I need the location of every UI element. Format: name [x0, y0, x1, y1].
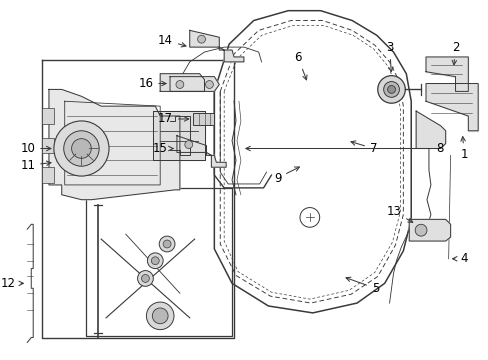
Polygon shape	[415, 111, 445, 148]
Polygon shape	[170, 77, 219, 91]
Text: 17: 17	[158, 112, 188, 126]
Text: 11: 11	[20, 159, 51, 172]
Bar	[42, 167, 54, 183]
Text: 12: 12	[0, 277, 23, 290]
Bar	[42, 108, 54, 124]
Text: 3: 3	[385, 41, 392, 72]
Bar	[42, 138, 54, 153]
Circle shape	[146, 302, 174, 330]
Circle shape	[152, 308, 168, 324]
Text: 13: 13	[386, 205, 412, 222]
Text: 9: 9	[273, 167, 299, 185]
Polygon shape	[177, 136, 225, 167]
Circle shape	[387, 85, 395, 93]
Circle shape	[151, 257, 159, 265]
Circle shape	[71, 139, 91, 158]
Text: 7: 7	[350, 141, 377, 155]
Polygon shape	[153, 111, 204, 160]
Circle shape	[141, 275, 149, 282]
Circle shape	[383, 82, 399, 97]
Circle shape	[197, 35, 205, 43]
Text: 15: 15	[152, 142, 173, 155]
Text: 6: 6	[294, 51, 306, 80]
Circle shape	[414, 224, 426, 236]
Circle shape	[205, 81, 213, 89]
Polygon shape	[425, 57, 468, 91]
Circle shape	[137, 271, 153, 286]
Polygon shape	[408, 219, 449, 241]
Text: 2: 2	[451, 41, 458, 65]
Text: 5: 5	[346, 277, 379, 295]
Polygon shape	[160, 74, 204, 91]
Circle shape	[176, 81, 183, 89]
Circle shape	[159, 236, 175, 252]
Text: 1: 1	[460, 137, 467, 162]
Circle shape	[63, 131, 99, 166]
Text: 16: 16	[138, 77, 166, 90]
Bar	[192, 113, 214, 125]
Text: 8: 8	[245, 142, 442, 155]
Text: 10: 10	[20, 142, 51, 155]
Text: 14: 14	[158, 34, 185, 47]
Circle shape	[54, 121, 109, 176]
Circle shape	[147, 253, 163, 269]
Polygon shape	[425, 84, 477, 131]
Circle shape	[163, 240, 171, 248]
Text: 4: 4	[452, 252, 467, 265]
Circle shape	[184, 141, 192, 148]
Circle shape	[377, 76, 405, 103]
Polygon shape	[189, 30, 244, 62]
Polygon shape	[49, 89, 180, 200]
